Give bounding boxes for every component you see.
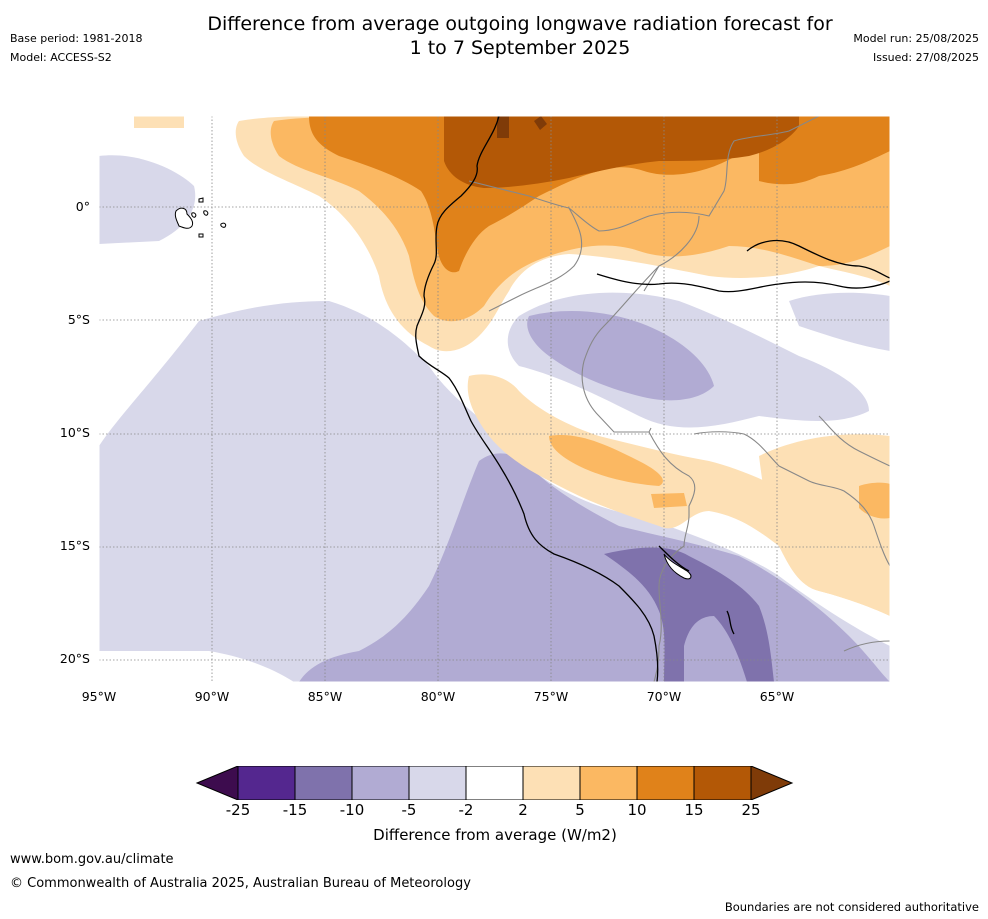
colorbar-cell (237, 766, 296, 800)
colorbar-cell (693, 766, 752, 800)
coastline (415, 116, 890, 682)
website-text: www.bom.gov.au/climate (10, 852, 174, 867)
lon-tick-label: 65°W (759, 689, 795, 704)
anomaly-region-darkest-brown (534, 116, 547, 130)
lon-tick-label: 70°W (646, 689, 682, 704)
colorbar-tick-label: -2 (458, 801, 474, 819)
colorbar-cell (351, 766, 410, 800)
colorbar-tick-label: -10 (339, 801, 365, 819)
base-period-text: Base period: 1981-2018 (10, 32, 143, 45)
anomaly-region-light-orange (134, 116, 184, 128)
lon-tick-label: 90°W (194, 689, 230, 704)
colorbar-cell (294, 766, 353, 800)
colorbar-tick-label: -25 (225, 801, 251, 819)
olr-anomaly-map (99, 116, 890, 682)
colorbar-extend-high (750, 766, 794, 800)
lon-tick-label: 95°W (81, 689, 117, 704)
lon-tick-label: 75°W (533, 689, 569, 704)
issued-text: Issued: 27/08/2025 (872, 51, 979, 64)
anomaly-region-dark-purple (604, 547, 774, 682)
anomaly-region-medium-purple (527, 311, 714, 401)
lake-titicaca (663, 553, 692, 580)
anomaly-region-orange (549, 435, 663, 486)
anomaly-region-orange (859, 482, 890, 519)
country-borders (468, 116, 890, 682)
colorbar-extend-low (195, 766, 239, 800)
anomaly-region-orange (651, 493, 687, 508)
colorbar-cell (522, 766, 581, 800)
lat-tick-label: 5°S (67, 312, 90, 327)
colorbar-tick-label: -5 (401, 801, 417, 819)
lon-tick-label: 85°W (307, 689, 343, 704)
lat-tick-label: 20°S (59, 651, 90, 666)
anomaly-region-brown (444, 116, 799, 188)
disclaimer-text: Boundaries are not considered authoritat… (724, 900, 979, 914)
lat-tick-label: 0° (75, 199, 90, 214)
colorbar-tick-label: -15 (282, 801, 308, 819)
colorbar (195, 766, 794, 800)
anomaly-region-medium-purple (534, 496, 548, 512)
galapagos-islands (174, 197, 227, 238)
lat-tick-label: 15°S (59, 538, 90, 553)
model-text: Model: ACCESS-S2 (10, 51, 112, 64)
colorbar-tick-label: 10 (627, 801, 647, 819)
anomaly-region-light-purple (789, 292, 890, 351)
colorbar-tick-label: 25 (741, 801, 761, 819)
colorbar-cell (579, 766, 638, 800)
gridlines (99, 116, 890, 682)
colorbar-cell (408, 766, 467, 800)
model-run-text: Model run: 25/08/2025 (853, 32, 979, 45)
copyright-text: © Commonwealth of Australia 2025, Austra… (10, 876, 471, 891)
colorbar-label: Difference from average (W/m2) (373, 826, 617, 844)
colorbar-cell (636, 766, 695, 800)
lon-tick-label: 80°W (420, 689, 456, 704)
colorbar-cell (465, 766, 524, 800)
colorbar-tick-label: 2 (518, 801, 528, 819)
anomaly-region-darkest-brown (497, 116, 509, 138)
lat-tick-label: 10°S (59, 425, 90, 440)
colorbar-tick-label: 15 (684, 801, 704, 819)
colorbar-tick-label: 5 (575, 801, 585, 819)
anomaly-region-light-purple (99, 155, 196, 244)
chart-title: Difference from average outgoing longwav… (207, 13, 833, 59)
anomaly-region-light-orange (759, 434, 890, 616)
